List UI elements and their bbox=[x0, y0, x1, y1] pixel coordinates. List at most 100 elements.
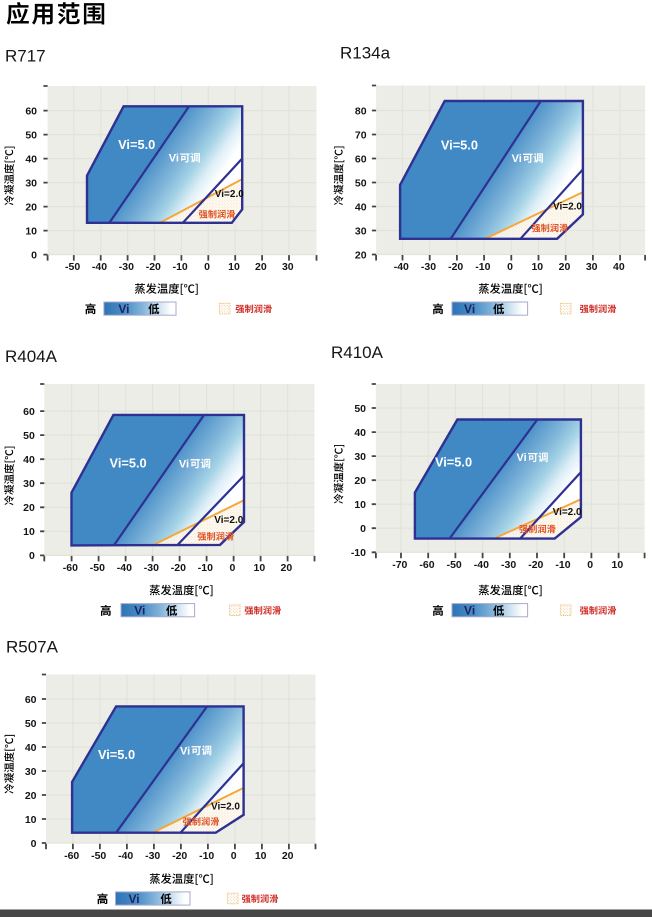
svg-text:-50: -50 bbox=[447, 559, 462, 571]
svg-text:10: 10 bbox=[531, 261, 543, 273]
svg-text:10: 10 bbox=[25, 814, 37, 826]
svg-text:Vi=2.0: Vi=2.0 bbox=[211, 802, 240, 813]
svg-text:Vi: Vi bbox=[179, 458, 189, 470]
svg-text:-60: -60 bbox=[63, 562, 78, 574]
svg-text:20: 20 bbox=[25, 201, 37, 213]
svg-text:70: 70 bbox=[355, 129, 367, 141]
svg-text:20: 20 bbox=[281, 562, 293, 574]
svg-text:10: 10 bbox=[255, 850, 267, 862]
svg-text:Vi=5.0: Vi=5.0 bbox=[118, 137, 155, 152]
svg-text:30: 30 bbox=[25, 766, 37, 778]
svg-text:10: 10 bbox=[254, 562, 266, 574]
svg-text:-40: -40 bbox=[394, 261, 409, 273]
svg-text:Vi: Vi bbox=[464, 604, 475, 618]
svg-text:-10: -10 bbox=[475, 261, 490, 273]
svg-text:-20: -20 bbox=[146, 261, 161, 273]
svg-text:-70: -70 bbox=[392, 559, 407, 571]
svg-text:-10: -10 bbox=[555, 559, 570, 571]
svg-text:40: 40 bbox=[25, 153, 37, 165]
svg-text:Vi=2.0: Vi=2.0 bbox=[214, 515, 243, 526]
svg-text:-10: -10 bbox=[198, 562, 213, 574]
svg-text:40: 40 bbox=[613, 261, 625, 273]
svg-text:Vi=5.0: Vi=5.0 bbox=[435, 454, 472, 469]
svg-text:-60: -60 bbox=[419, 559, 434, 571]
svg-text:50: 50 bbox=[355, 177, 367, 189]
svg-text:-20: -20 bbox=[448, 261, 463, 273]
svg-text:R404A: R404A bbox=[5, 347, 58, 366]
svg-text:-60: -60 bbox=[64, 850, 79, 862]
svg-text:Vi=2.0: Vi=2.0 bbox=[553, 202, 582, 213]
svg-text:40: 40 bbox=[354, 427, 366, 439]
svg-text:50: 50 bbox=[23, 430, 35, 442]
svg-text:-10: -10 bbox=[351, 547, 366, 559]
svg-text:80: 80 bbox=[355, 105, 367, 117]
svg-text:Vi=5.0: Vi=5.0 bbox=[441, 138, 478, 153]
svg-text:50: 50 bbox=[25, 129, 37, 141]
svg-text:-40: -40 bbox=[474, 559, 489, 571]
svg-text:-50: -50 bbox=[90, 562, 105, 574]
svg-text:0: 0 bbox=[231, 850, 237, 862]
svg-text:10: 10 bbox=[228, 261, 240, 273]
svg-text:30: 30 bbox=[586, 261, 598, 273]
svg-text:20: 20 bbox=[354, 475, 366, 487]
svg-text:-50: -50 bbox=[65, 261, 80, 273]
svg-text:0: 0 bbox=[29, 550, 35, 562]
svg-text:-30: -30 bbox=[119, 261, 134, 273]
svg-text:20: 20 bbox=[282, 850, 294, 862]
svg-text:0: 0 bbox=[204, 261, 210, 273]
svg-text:Vi: Vi bbox=[517, 452, 527, 464]
svg-text:-10: -10 bbox=[173, 261, 188, 273]
svg-text:Vi=2.0: Vi=2.0 bbox=[215, 189, 244, 200]
svg-text:10: 10 bbox=[25, 225, 37, 237]
svg-text:20: 20 bbox=[23, 502, 35, 514]
svg-text:R134a: R134a bbox=[340, 44, 391, 63]
svg-text:20: 20 bbox=[255, 261, 267, 273]
svg-text:-40: -40 bbox=[92, 261, 107, 273]
svg-text:-20: -20 bbox=[171, 562, 186, 574]
svg-text:20: 20 bbox=[25, 790, 37, 802]
svg-text:Vi=5.0: Vi=5.0 bbox=[110, 456, 147, 471]
svg-text:10: 10 bbox=[612, 559, 624, 571]
svg-text:Vi: Vi bbox=[512, 153, 522, 165]
svg-text:R507A: R507A bbox=[6, 637, 59, 656]
svg-text:-30: -30 bbox=[144, 562, 159, 574]
svg-text:60: 60 bbox=[23, 406, 35, 418]
svg-text:Vi: Vi bbox=[464, 302, 475, 316]
svg-text:Vi: Vi bbox=[180, 745, 190, 757]
svg-text:60: 60 bbox=[355, 153, 367, 165]
svg-text:0: 0 bbox=[360, 523, 366, 535]
svg-text:0: 0 bbox=[507, 261, 513, 273]
svg-text:30: 30 bbox=[25, 177, 37, 189]
svg-text:-40: -40 bbox=[118, 850, 133, 862]
svg-text:R717: R717 bbox=[5, 46, 46, 65]
svg-text:30: 30 bbox=[354, 451, 366, 463]
svg-text:60: 60 bbox=[25, 105, 37, 117]
svg-text:0: 0 bbox=[229, 562, 235, 574]
svg-text:Vi: Vi bbox=[134, 604, 145, 618]
svg-text:60: 60 bbox=[25, 694, 37, 706]
svg-text:-20: -20 bbox=[172, 850, 187, 862]
svg-text:-20: -20 bbox=[528, 559, 543, 571]
svg-text:10: 10 bbox=[23, 526, 35, 538]
svg-text:-30: -30 bbox=[501, 559, 516, 571]
svg-text:Vi=2.0: Vi=2.0 bbox=[553, 507, 582, 518]
svg-text:0: 0 bbox=[587, 559, 593, 571]
svg-text:40: 40 bbox=[23, 454, 35, 466]
svg-text:40: 40 bbox=[25, 742, 37, 754]
svg-text:20: 20 bbox=[559, 261, 571, 273]
svg-text:30: 30 bbox=[282, 261, 294, 273]
svg-text:-40: -40 bbox=[117, 562, 132, 574]
svg-text:0: 0 bbox=[31, 838, 37, 850]
svg-text:10: 10 bbox=[354, 499, 366, 511]
svg-text:50: 50 bbox=[25, 718, 37, 730]
svg-text:40: 40 bbox=[355, 201, 367, 213]
svg-text:-50: -50 bbox=[91, 850, 106, 862]
svg-text:-30: -30 bbox=[145, 850, 160, 862]
svg-text:Vi: Vi bbox=[169, 153, 179, 165]
svg-text:R410A: R410A bbox=[331, 343, 384, 362]
svg-text:-30: -30 bbox=[421, 261, 436, 273]
svg-text:-10: -10 bbox=[199, 850, 214, 862]
svg-text:50: 50 bbox=[354, 403, 366, 415]
svg-text:Vi=5.0: Vi=5.0 bbox=[98, 747, 135, 762]
svg-text:Vi: Vi bbox=[128, 892, 139, 906]
